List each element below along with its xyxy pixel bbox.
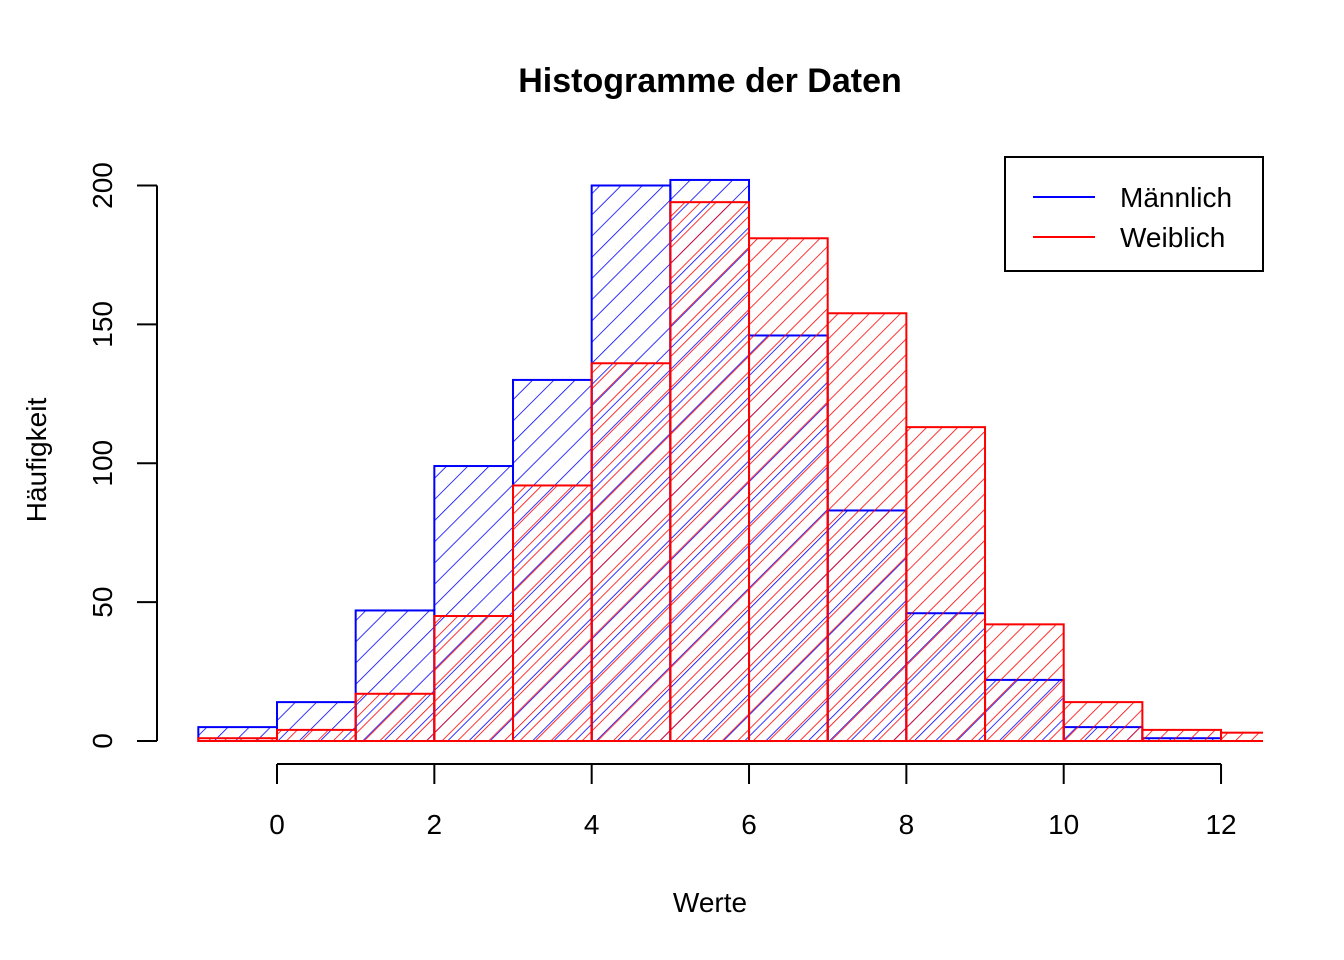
bar-weiblich-10 bbox=[984, 623, 1065, 742]
x-tick-label: 10 bbox=[1048, 809, 1079, 840]
bar-weiblich-8 bbox=[826, 312, 908, 742]
axes-layer: 0 2 4 6 8 10 12 0 50 100 150 200 bbox=[87, 162, 1237, 840]
y-tick-label: 0 bbox=[87, 733, 118, 749]
bar-weiblich-6 bbox=[669, 201, 751, 743]
x-tick-label: 0 bbox=[269, 809, 285, 840]
y-tick-label: 200 bbox=[87, 162, 118, 209]
y-tick-label: 150 bbox=[87, 301, 118, 348]
bar-weiblich-9 bbox=[905, 426, 987, 742]
bar-weiblich-12 bbox=[1141, 728, 1223, 743]
legend-entry: Männlich bbox=[1120, 182, 1232, 213]
bar-weiblich-11 bbox=[1062, 701, 1144, 742]
legend-box bbox=[1004, 156, 1264, 272]
y-tick-label: 50 bbox=[87, 587, 118, 618]
series-weiblich bbox=[197, 201, 1263, 743]
x-tick-label: 6 bbox=[741, 809, 757, 840]
bar-weiblich-4 bbox=[512, 484, 593, 742]
legend-entry: Weiblich bbox=[1120, 222, 1225, 253]
bar-weiblich-5 bbox=[590, 362, 672, 742]
bar-weiblich-2 bbox=[354, 692, 436, 742]
x-tick-label: 8 bbox=[899, 809, 915, 840]
bar-weiblich-7 bbox=[748, 237, 829, 743]
legend: Männlich Weiblich bbox=[1004, 156, 1264, 272]
x-tick-label: 2 bbox=[427, 809, 443, 840]
x-axis: 0 2 4 6 8 10 12 bbox=[269, 763, 1237, 840]
x-tick-label: 4 bbox=[584, 809, 600, 840]
chart-title: Histogramme der Daten bbox=[518, 62, 902, 100]
x-axis-label: Werte bbox=[673, 887, 747, 918]
bar-weiblich-0 bbox=[197, 737, 278, 742]
x-tick-label: 12 bbox=[1205, 809, 1236, 840]
bar-weiblich-1 bbox=[276, 728, 357, 743]
bars-layer bbox=[197, 178, 1263, 743]
y-axis-label: Häufigkeit bbox=[21, 398, 52, 523]
bar-weiblich-13 bbox=[1220, 731, 1263, 742]
y-tick-label: 100 bbox=[87, 440, 118, 487]
bar-weiblich-3 bbox=[433, 615, 515, 743]
y-axis: 0 50 100 150 200 bbox=[87, 162, 158, 749]
